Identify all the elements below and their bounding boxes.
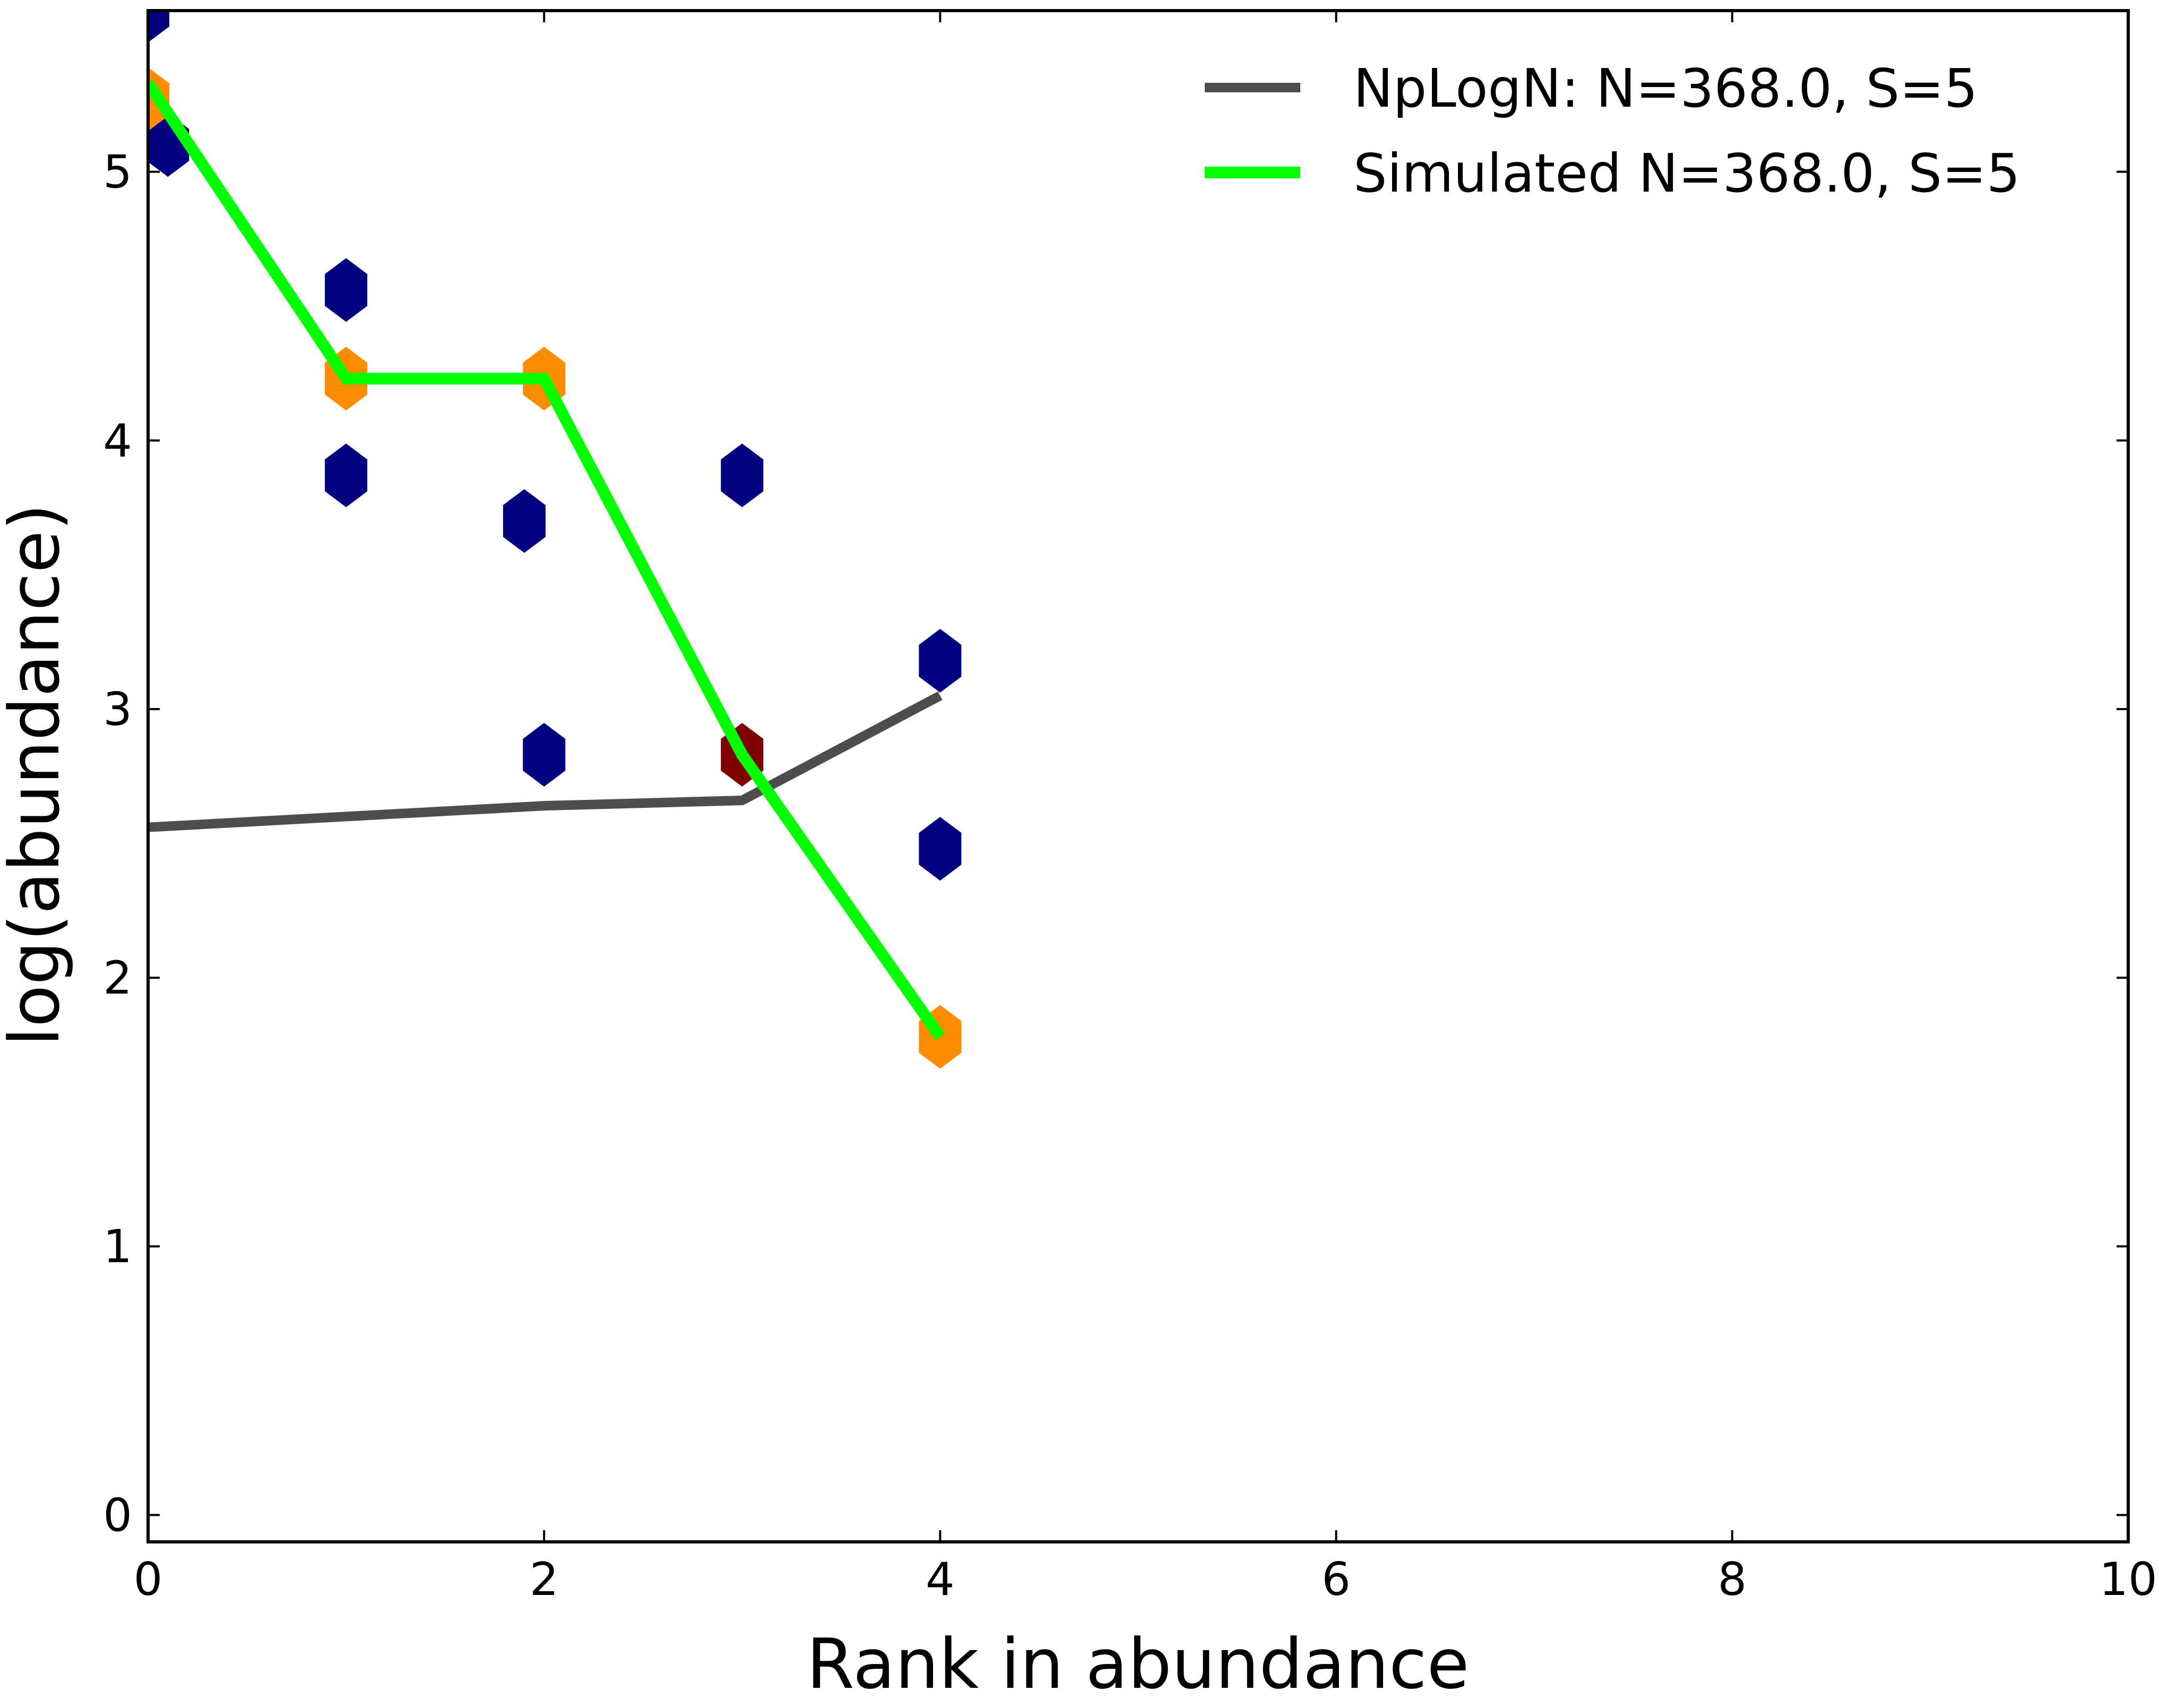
- y-tick-label-2: 2: [103, 952, 132, 1005]
- hexbin-cell-12: [919, 817, 962, 881]
- legend-label-0: NpLogN: N=368.0, S=5: [1353, 57, 1978, 119]
- y-tick-label-1: 1: [103, 1220, 132, 1273]
- x-tick-label-0: 0: [134, 1553, 163, 1606]
- y-tick-label-0: 0: [103, 1489, 132, 1542]
- series-line-1: [148, 80, 945, 1040]
- x-tick-label-2: 4: [926, 1553, 955, 1606]
- hexbin-cell-6: [503, 489, 546, 553]
- legend: NpLogN: N=368.0, S=5 Simulated N=368.0, S…: [1205, 57, 2020, 204]
- y-tick-label-3: 3: [103, 683, 132, 736]
- hexbin-cell-9: [721, 443, 764, 507]
- legend-label-1: Simulated N=368.0, S=5: [1353, 142, 2020, 204]
- hexbin-cell-11: [919, 628, 962, 693]
- series-lines: [148, 80, 945, 1040]
- hexbin-cell-8: [523, 723, 566, 787]
- plot-frame: [146, 9, 2130, 1543]
- y-tick-label-4: 4: [103, 415, 132, 468]
- hexbin-cell-3: [325, 258, 368, 322]
- hexbin-cell-0: [148, 11, 169, 42]
- series-line-0: [148, 691, 943, 832]
- axis-ticks: 0 2 4 6 8 10 0 1 2 3 4 5: [103, 11, 2157, 1606]
- x-tick-label-1: 2: [530, 1553, 559, 1606]
- x-axis-label: Rank in abundance: [807, 1624, 1470, 1704]
- x-tick-label-3: 6: [1322, 1553, 1351, 1606]
- y-axis-label: log(abundance): [0, 504, 75, 1047]
- x-tick-label-5: 10: [2099, 1553, 2157, 1606]
- y-tick-label-5: 5: [103, 146, 132, 199]
- x-tick-label-4: 8: [1717, 1553, 1747, 1606]
- hexbin-cell-5: [325, 443, 368, 507]
